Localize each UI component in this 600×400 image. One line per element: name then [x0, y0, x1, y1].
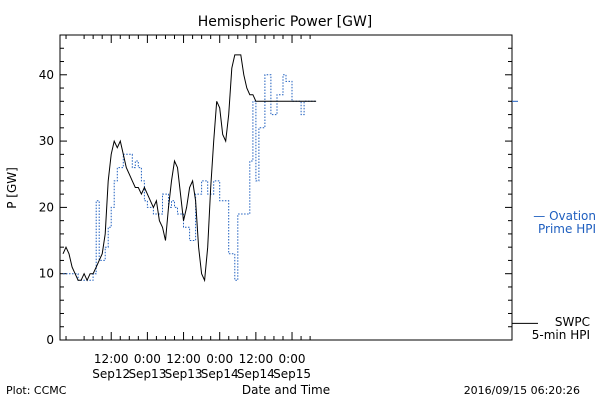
x-tick-date-label: Sep13	[128, 367, 166, 381]
legend-label-ovation: Prime HPI	[538, 222, 596, 236]
x-tick-date-label: Sep12	[92, 367, 130, 381]
y-axis: 0 10 20 30 40	[39, 34, 512, 347]
x-tick-date-label: Sep14	[201, 367, 239, 381]
series-line-swpc-5min-hpi	[62, 54, 317, 283]
x-tick-time-label: 0:00	[134, 352, 161, 366]
chart-title: Hemispheric Power [GW]	[198, 14, 373, 30]
footer-left: Plot: CCMC	[6, 384, 67, 397]
y-axis-label: P [GW]	[5, 167, 19, 209]
x-tick-date-label: Sep14	[237, 367, 275, 381]
x-tick-time-label: 12:00	[239, 352, 274, 366]
legend-label-swpc: SWPC	[555, 315, 590, 329]
plot-frame	[59, 34, 513, 341]
y-tick-label: 30	[39, 134, 54, 148]
x-tick-time-label: 12:00	[166, 352, 201, 366]
y-tick-label: 0	[46, 333, 54, 347]
legend-label-ovation: — Ovation	[533, 209, 596, 223]
series-line-ovation-prime-hpi	[63, 74, 317, 281]
footer-right: 2016/09/15 06:20:26	[464, 384, 580, 397]
x-tick-date-label: Sep13	[165, 367, 203, 381]
legend-label-swpc: 5-min HPI	[532, 328, 590, 342]
y-tick-label: 40	[39, 68, 54, 82]
x-tick-time-label: 0:00	[279, 352, 306, 366]
y-tick-label: 10	[39, 267, 54, 281]
series-layer	[62, 54, 317, 283]
x-tick-time-label: 12:00	[94, 352, 129, 366]
x-axis: 12:00Sep120:00Sep1312:00Sep130:00Sep1412…	[65, 35, 311, 381]
x-tick-date-label: Sep15	[273, 367, 311, 381]
y-tick-label: 20	[39, 200, 54, 214]
x-axis-label: Date and Time	[242, 383, 330, 397]
x-tick-time-label: 0:00	[206, 352, 233, 366]
